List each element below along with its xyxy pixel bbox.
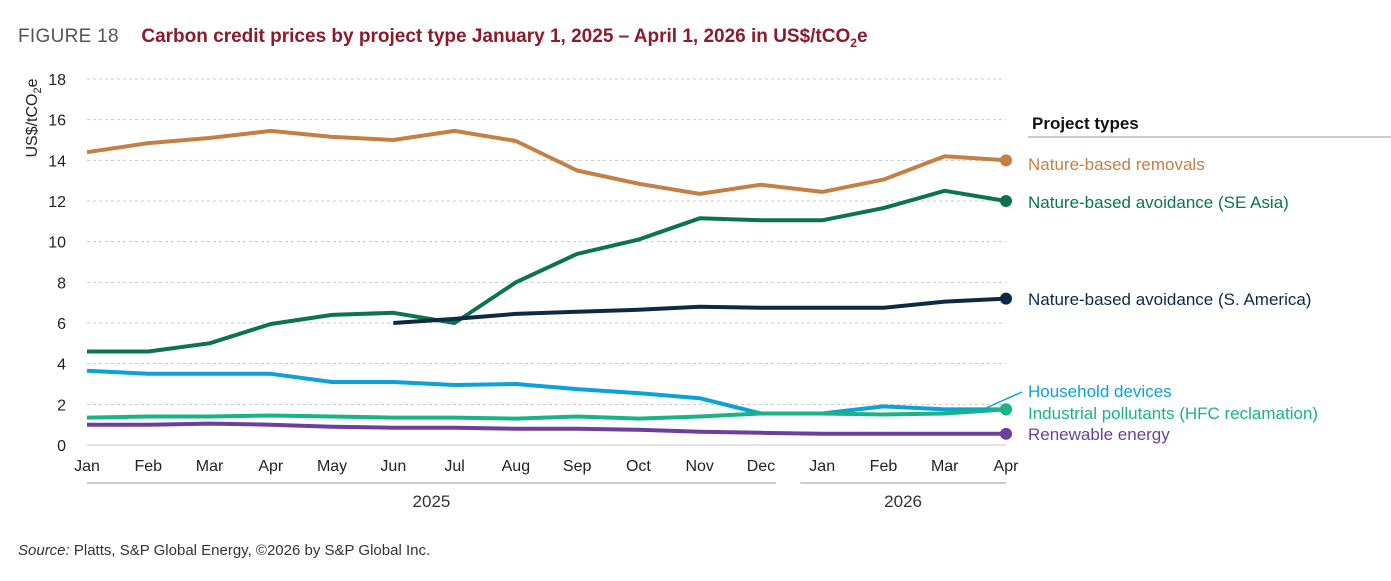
figure-title-end: e bbox=[856, 26, 868, 47]
y-tick-label: 4 bbox=[57, 357, 66, 374]
x-tick-label: Mar bbox=[931, 458, 959, 475]
y-axis-label: US$/tCO2e bbox=[24, 78, 44, 157]
year-group-label: 2025 bbox=[413, 492, 451, 511]
legend-label-nature-based-avoidance-se-asia: Nature-based avoidance (SE Asia) bbox=[1028, 193, 1289, 212]
series-line-nature-based-removals bbox=[86, 128, 1007, 196]
series-end-marker-industrial-pollutants-hfc-reclamation bbox=[1000, 403, 1012, 416]
series-end-marker-renewable-energy bbox=[1000, 427, 1012, 440]
source-note: Source: Platts, S&P Global Energy, ©2026… bbox=[18, 542, 430, 559]
y-tick-label: 10 bbox=[48, 235, 66, 252]
legend-label-nature-based-avoidance-s-america: Nature-based avoidance (S. America) bbox=[1028, 290, 1311, 309]
legend-label-nature-based-removals: Nature-based removals bbox=[1028, 155, 1205, 174]
figure-title: Carbon credit prices by project type Jan… bbox=[141, 26, 868, 50]
series-line-nature-based-avoidance-se-asia bbox=[87, 188, 1007, 354]
y-tick-label: 6 bbox=[57, 316, 66, 333]
y-tick-label: 16 bbox=[48, 113, 66, 130]
series-end-marker-nature-based-removals bbox=[1000, 154, 1012, 167]
series-end-marker-nature-based-avoidance-se-asia bbox=[1000, 195, 1012, 207]
series-line-industrial-pollutants-hfc-reclamation bbox=[86, 407, 1007, 421]
source-label: Source: bbox=[18, 542, 70, 559]
legend-label-industrial-pollutants-hfc-reclamation: Industrial pollutants (HFC reclamation) bbox=[1028, 404, 1318, 423]
x-tick-label: Oct bbox=[626, 458, 651, 475]
figure-number: FIGURE 18 bbox=[18, 26, 119, 47]
legend-label-household-devices: Household devices bbox=[1028, 382, 1172, 401]
y-tick-label: 0 bbox=[57, 438, 66, 455]
x-tick-label: Feb bbox=[870, 458, 898, 475]
y-tick-label: 2 bbox=[57, 397, 66, 414]
x-tick-label: Jan bbox=[74, 458, 100, 475]
figure-header: FIGURE 18 Carbon credit prices by projec… bbox=[18, 26, 868, 50]
y-tick-label: 8 bbox=[57, 275, 66, 292]
year-group-label: 2026 bbox=[884, 492, 922, 511]
x-tick-label: Apr bbox=[258, 458, 284, 475]
x-tick-label: Sep bbox=[563, 458, 592, 475]
x-tick-label: Feb bbox=[134, 458, 162, 475]
x-tick-label: Jul bbox=[444, 458, 464, 475]
x-tick-label: Dec bbox=[747, 458, 775, 475]
y-tick-label: 18 bbox=[48, 72, 66, 89]
x-tick-label: Nov bbox=[685, 458, 713, 475]
legend-title: Project types bbox=[1032, 114, 1139, 133]
figure-title-main: Carbon credit prices by project type Jan… bbox=[141, 26, 851, 47]
x-tick-label: Jan bbox=[809, 458, 835, 475]
x-tick-label: Mar bbox=[196, 458, 224, 475]
legend-label-renewable-energy: Renewable energy bbox=[1028, 425, 1170, 444]
legend-leader-household-devices bbox=[985, 391, 1023, 409]
y-tick-label: 14 bbox=[48, 153, 66, 170]
x-tick-label: Aug bbox=[502, 458, 530, 475]
figure-title-subscript: 2 bbox=[850, 35, 857, 50]
x-tick-label: Apr bbox=[994, 458, 1020, 475]
series-line-renewable-energy bbox=[87, 421, 1006, 436]
series-line-household-devices bbox=[86, 368, 1006, 416]
source-text: Platts, S&P Global Energy, ©2026 by S&P … bbox=[69, 542, 431, 559]
x-tick-label: Jun bbox=[380, 458, 406, 475]
series-end-marker-nature-based-avoidance-s-america bbox=[1000, 292, 1012, 305]
series-line-nature-based-avoidance-s-america bbox=[393, 296, 1007, 325]
y-tick-label: 12 bbox=[48, 194, 66, 211]
x-tick-label: May bbox=[317, 458, 347, 475]
